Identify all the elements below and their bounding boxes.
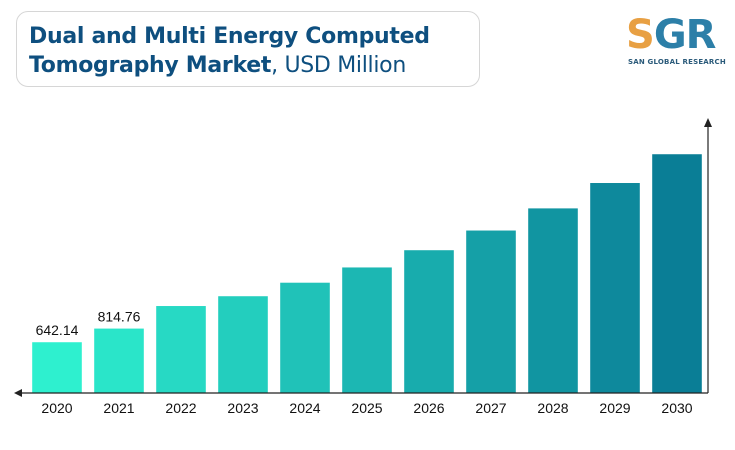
logo-subtitle: SAN GLOBAL RESEARCH — [628, 58, 726, 66]
data-label-2020: 642.14 — [36, 322, 79, 338]
bar-2026 — [404, 250, 454, 393]
x-tick-label-2027: 2027 — [475, 400, 506, 416]
chart-title-bold: Tomography Market — [29, 53, 272, 78]
x-tick-label-2028: 2028 — [537, 400, 568, 416]
bar-2022 — [156, 306, 206, 393]
x-tick-label-2030: 2030 — [661, 400, 692, 416]
x-tick-label-2022: 2022 — [165, 400, 196, 416]
chart-title-line1: Dual and Multi Energy Computed — [29, 24, 430, 49]
x-tick-label-2025: 2025 — [351, 400, 382, 416]
chart-title-line2: Tomography Market, USD Million — [29, 51, 479, 80]
x-axis-arrow-left — [14, 389, 22, 397]
x-tick-label-2024: 2024 — [289, 400, 320, 416]
bar-2029 — [590, 183, 640, 393]
x-tick-label-2020: 2020 — [41, 400, 72, 416]
y-axis-arrow-top — [704, 118, 712, 127]
x-tick-label-2021: 2021 — [103, 400, 134, 416]
bar-2024 — [280, 282, 330, 393]
bar-2023 — [218, 296, 268, 393]
labels-group: 2020 642.14 2021 814.76 2022 2023 2024 2025 2026… — [36, 309, 693, 416]
bar-2028 — [528, 208, 578, 393]
x-tick-label-2026: 2026 — [413, 400, 444, 416]
data-label-2021: 814.76 — [98, 309, 141, 325]
chart-title-unit: , USD Million — [271, 53, 406, 78]
bars-group — [32, 154, 702, 393]
logo-mark-letters-gr: GR — [653, 12, 717, 58]
bar-2027 — [466, 230, 516, 393]
x-tick-label-2029: 2029 — [599, 400, 630, 416]
chart-title-box: Dual and Multi Energy Computed Tomograph… — [16, 11, 480, 87]
sgr-logo: SGR SAN GLOBAL RESEARCH — [622, 12, 726, 78]
logo-mark-letter-s: S — [626, 12, 655, 58]
bar-2025 — [342, 267, 392, 393]
bar-2020 — [32, 342, 82, 393]
bar-2021 — [94, 328, 144, 393]
logo-mark: SGR — [626, 12, 717, 58]
x-tick-label-2023: 2023 — [227, 400, 258, 416]
bar-2030 — [652, 154, 702, 393]
